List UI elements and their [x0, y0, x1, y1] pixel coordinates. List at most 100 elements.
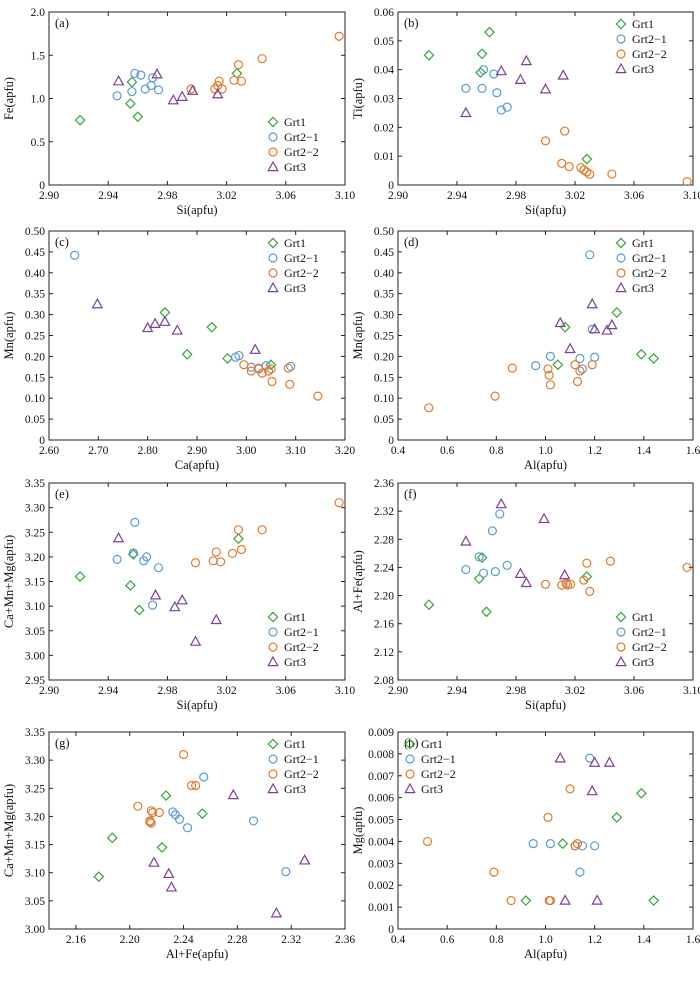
data-point-grt1	[611, 307, 623, 318]
y-tick-label: 0.06	[374, 7, 394, 19]
data-point-grt3	[91, 297, 104, 309]
data-point-grt2-2	[557, 158, 567, 168]
y-tick-label: 0.05	[374, 36, 394, 48]
data-point-grt3	[460, 535, 472, 546]
x-tick-label: 3.00	[236, 445, 256, 457]
legend-marker-grt2-1	[268, 754, 278, 764]
data-point-grt3	[169, 600, 181, 612]
data-point-grt3	[159, 315, 171, 326]
y-axis-label: Al+Fe(apfu)	[351, 550, 365, 613]
data-point-grt2-2	[227, 548, 238, 559]
data-point-grt2-2	[557, 580, 567, 590]
data-point-grt2-1	[142, 552, 152, 562]
y-tick-label: 3.25	[25, 527, 45, 539]
data-point-grt1	[423, 49, 435, 61]
data-point-grt2-2	[585, 586, 595, 596]
panel-b: 2.90 2.94 2.98 3.02 3.06 3.10 0 0.01 0.02 0.03 0.0…	[351, 7, 700, 217]
y-tick-label: 3.15	[25, 577, 45, 589]
x-tick-label: 2.94	[98, 190, 118, 202]
data-point-grt2-2	[579, 575, 589, 585]
data-point-grt2-2	[257, 368, 267, 378]
y-tick-label: 0.25	[374, 331, 394, 343]
x-tick-label: 3.02	[217, 190, 237, 202]
data-point-grt2-1	[545, 351, 556, 361]
x-tick-label: 2.94	[447, 190, 467, 202]
y-tick-label: 0.20	[374, 351, 394, 363]
data-point-grt1	[552, 359, 564, 371]
data-point-grt1	[124, 579, 136, 591]
data-point-grt1	[648, 895, 660, 906]
x-axis-label: Si(apfu)	[525, 698, 566, 712]
y-tick-label: 0.004	[368, 836, 394, 848]
series-grt3	[112, 531, 223, 646]
data-point-grt3	[151, 68, 163, 79]
data-point-grt3	[514, 73, 527, 84]
data-point-grt2-2	[146, 818, 156, 828]
data-point-grt3	[211, 87, 224, 99]
data-point-grt3	[167, 93, 180, 105]
x-tick-label: 1.4	[637, 934, 652, 946]
x-tick-label: 2.90	[187, 445, 207, 457]
x-tick-label: 3.06	[624, 685, 644, 697]
y-tick-label: 3.05	[25, 626, 45, 638]
legend-label-grt3: Grt3	[284, 782, 306, 796]
data-point-grt2-1	[153, 85, 164, 95]
data-point-grt2-2	[565, 579, 576, 589]
data-point-grt2-1	[182, 823, 193, 833]
data-point-grt1	[93, 871, 105, 883]
data-point-grt2-2	[178, 749, 189, 760]
legend-marker-grt3	[267, 160, 279, 172]
series-grt2-2	[424, 360, 597, 413]
data-point-grt1	[232, 533, 244, 545]
y-tick-label: 0.005	[368, 815, 394, 827]
data-point-grt3	[588, 322, 601, 334]
data-point-grt3	[558, 568, 571, 580]
legend-label-grt2-1: Grt2−1	[421, 752, 456, 766]
data-point-grt3	[586, 784, 598, 796]
data-point-grt1	[635, 787, 647, 799]
data-point-grt2-2	[267, 376, 277, 387]
legend-marker-grt2-2	[405, 769, 415, 779]
panel-h: 0.4 0.6 0.8 1.0 1.2 1.4 1.6 0 0.001 0.002 0.003 0.0…	[351, 727, 700, 961]
legend-marker-grt2-2	[616, 49, 626, 59]
data-point-grt3	[162, 867, 175, 879]
series-grt2-2	[239, 360, 323, 401]
plot-frame-g	[48, 731, 346, 930]
data-point-grt2-1	[487, 526, 497, 536]
data-point-grt2-1	[148, 600, 158, 610]
panel-tag: (g)	[55, 736, 70, 750]
data-point-grt1	[156, 841, 168, 853]
y-tick-label: 0.05	[25, 414, 45, 426]
data-point-grt2-2	[587, 360, 597, 370]
series-grt2-2	[540, 556, 692, 596]
data-point-grt3	[165, 881, 178, 892]
data-point-grt2-2	[545, 380, 556, 390]
panel-tag: (b)	[404, 16, 419, 30]
legend-label-grt3: Grt3	[284, 281, 306, 295]
x-tick-label: 0.8	[489, 934, 504, 946]
data-point-grt1	[133, 604, 145, 616]
legend-marker-grt2-2	[268, 769, 278, 779]
data-point-grt2-2	[540, 136, 551, 146]
data-point-grt2-1	[112, 91, 122, 101]
x-tick-label: 2.90	[39, 685, 59, 697]
data-point-grt2-2	[585, 169, 595, 179]
data-point-grt2-1	[146, 80, 156, 91]
y-tick-label: 0.007	[368, 771, 394, 783]
y-tick-label: 0.001	[368, 902, 394, 914]
x-tick-label: 2.80	[138, 445, 158, 457]
y-tick-label: 0.10	[25, 393, 45, 405]
data-point-grt1	[181, 348, 193, 360]
series-grt2-1	[528, 753, 600, 877]
series-grt2-2	[422, 784, 583, 906]
series-grt2-2	[133, 749, 201, 828]
x-tick-label: 3.02	[565, 685, 585, 697]
legend-marker-grt1	[615, 237, 627, 249]
data-point-grt2-1	[128, 548, 138, 558]
panel-c: 2.60 2.70 2.80 2.90 3.00 3.10 3.20 0 0.05 0.10 0.1…	[2, 226, 355, 472]
data-point-grt2-2	[579, 165, 589, 175]
data-point-grt3	[606, 318, 618, 330]
legend-label-grt2-2: Grt2−2	[632, 266, 667, 280]
y-tick-label: 0	[388, 435, 394, 447]
